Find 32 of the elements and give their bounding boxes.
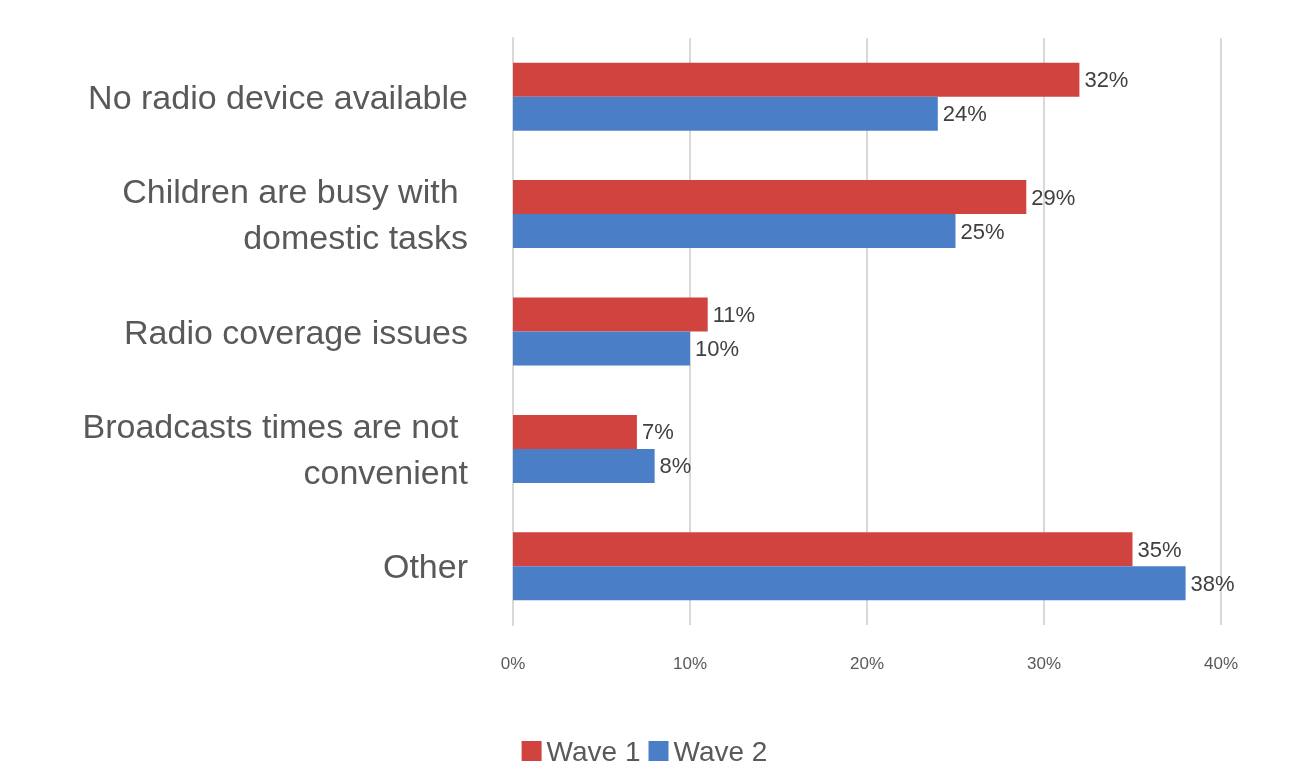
bar [513, 62, 1080, 97]
y-tick-label: Children are busy with domestic tasks [122, 172, 468, 257]
data-label: 32% [1084, 67, 1129, 93]
bar [513, 448, 655, 483]
x-tick-label: 20% [849, 654, 885, 673]
x-tick-label: 10% [672, 654, 708, 673]
y-tick-label: Radio coverage issues [124, 312, 468, 351]
bar [513, 414, 637, 449]
data-label: 25% [960, 218, 1005, 244]
bar [513, 566, 1186, 601]
legend-label: Wave 2 [673, 735, 768, 767]
data-label: 7% [641, 419, 674, 445]
y-tick-label: No radio device available [88, 77, 468, 116]
data-label: 35% [1137, 536, 1182, 562]
data-label: 8% [659, 453, 692, 479]
x-tick-label: 30% [1026, 654, 1062, 673]
bar [513, 532, 1133, 567]
bar [513, 297, 708, 332]
data-label: 11% [712, 302, 756, 327]
bar [513, 214, 956, 249]
y-tick-label: Other [382, 547, 468, 586]
data-label: 24% [942, 101, 987, 127]
x-tick-label: 40% [1203, 654, 1239, 673]
bar [513, 96, 938, 131]
bar [513, 180, 1027, 215]
bar [513, 331, 690, 366]
data-label: 38% [1190, 570, 1235, 596]
x-tick-label: 0% [500, 654, 526, 673]
y-tick-label: Broadcasts times are not convenient [82, 406, 469, 491]
data-label: 10% [695, 336, 740, 361]
data-label: 29% [1031, 184, 1076, 210]
legend-label: Wave 1 [546, 735, 641, 767]
